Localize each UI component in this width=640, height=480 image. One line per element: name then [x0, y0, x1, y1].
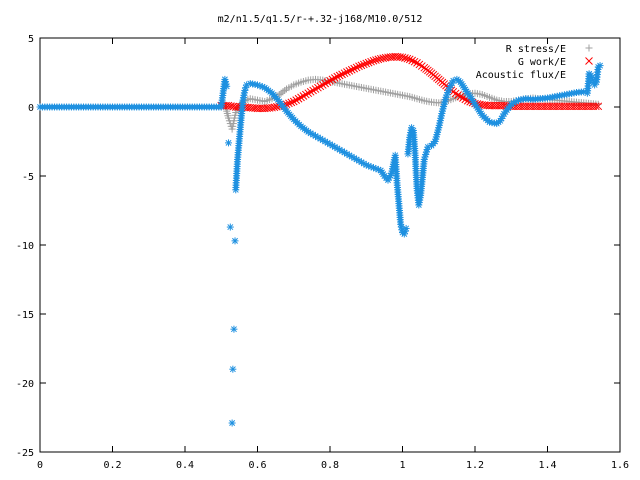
data-point — [350, 64, 359, 73]
data-point — [398, 53, 407, 62]
data-point — [229, 365, 237, 373]
data-point — [364, 58, 373, 67]
data-point — [359, 60, 368, 69]
legend-marker — [585, 57, 593, 65]
data-point — [405, 55, 414, 64]
data-point — [289, 97, 298, 106]
data-point — [299, 92, 308, 100]
data-point — [287, 98, 296, 107]
legend-label: G work/E — [518, 57, 566, 68]
data-point — [403, 54, 412, 63]
data-point — [357, 61, 366, 70]
data-point — [374, 55, 383, 64]
data-point — [345, 67, 354, 75]
y-tick-label: -10 — [16, 241, 34, 252]
x-tick-label: 0.6 — [248, 460, 266, 471]
data-point — [304, 89, 313, 98]
data-point — [230, 325, 238, 333]
data-point — [360, 160, 368, 168]
data-point — [223, 82, 231, 90]
data-point — [311, 85, 320, 93]
legend: R stress/E G work/E Acoustic flux/E — [476, 44, 593, 81]
data-point — [227, 102, 235, 110]
data-point — [314, 83, 322, 92]
data-point — [318, 81, 327, 89]
y-tick-label: 5 — [28, 34, 34, 45]
data-point — [226, 223, 234, 231]
legend-marker — [585, 44, 593, 52]
data-point — [369, 56, 378, 65]
legend-marker — [585, 70, 593, 78]
data-point — [362, 59, 371, 68]
data-point — [316, 82, 325, 91]
x-tick-label: 0.2 — [103, 460, 121, 471]
data-point — [347, 65, 356, 74]
data-point — [379, 54, 388, 63]
data-point — [335, 71, 344, 80]
series-acoustic-flux-e — [36, 62, 604, 427]
data-point — [372, 56, 380, 64]
data-point — [321, 79, 330, 88]
x-tick-label: 1.6 — [611, 460, 629, 471]
data-point — [352, 63, 361, 72]
chart-title: m2/n1.5/q1.5/r-+.32-j168/M10.0/512 — [218, 14, 423, 25]
x-tick-label: 0.4 — [176, 460, 194, 471]
data-point — [270, 103, 279, 112]
y-tick-label: -25 — [16, 448, 34, 459]
x-tick-label: 0 — [37, 460, 43, 471]
data-point — [281, 86, 289, 94]
data-point — [309, 86, 317, 95]
data-point — [355, 62, 363, 71]
data-point — [338, 70, 346, 79]
data-point — [402, 224, 410, 232]
data-point — [268, 103, 276, 112]
data-point — [225, 139, 232, 147]
x-tick-label: 1 — [399, 460, 405, 471]
data-point — [401, 54, 409, 62]
data-point — [343, 68, 351, 76]
legend-label: R stress/E — [506, 44, 566, 55]
x-tick-label: 0.8 — [321, 460, 339, 471]
data-point — [277, 89, 285, 97]
x-tick-label: 1.2 — [466, 460, 484, 471]
axes-ticks: 0 0.2 0.4 0.6 0.8 1 1.2 1.4 1.6 5 0 -5 -10 -15 -20 -25 — [16, 34, 629, 471]
data-point — [340, 69, 349, 78]
data-point — [376, 54, 385, 63]
x-tick-label: 1.4 — [538, 460, 556, 471]
data-point — [323, 78, 332, 87]
data-point — [306, 87, 315, 96]
y-tick-label: -5 — [22, 172, 34, 183]
data-point — [410, 57, 419, 66]
data-point — [231, 237, 239, 245]
data-point — [285, 99, 293, 108]
data-point — [294, 94, 303, 103]
y-tick-label: -15 — [16, 310, 34, 321]
data-point — [326, 76, 334, 85]
legend-label: Acoustic flux/E — [476, 70, 566, 81]
data-point — [224, 101, 233, 110]
series-layer — [36, 52, 604, 427]
data-point — [333, 72, 342, 81]
data-point — [499, 112, 507, 120]
data-point — [367, 57, 375, 66]
data-point — [279, 88, 287, 96]
y-tick-label: 0 — [28, 103, 34, 114]
data-point — [596, 62, 604, 70]
data-point — [396, 53, 404, 61]
data-point — [301, 90, 310, 99]
data-point — [591, 102, 600, 111]
data-point — [330, 74, 339, 82]
data-point — [292, 96, 301, 104]
y-tick-label: -20 — [16, 379, 34, 390]
data-point — [328, 75, 337, 84]
data-point — [456, 92, 465, 101]
series-g-work-e — [217, 52, 603, 113]
data-point — [228, 419, 236, 427]
data-point — [408, 56, 417, 65]
data-point — [297, 93, 305, 102]
data-point — [594, 102, 603, 111]
